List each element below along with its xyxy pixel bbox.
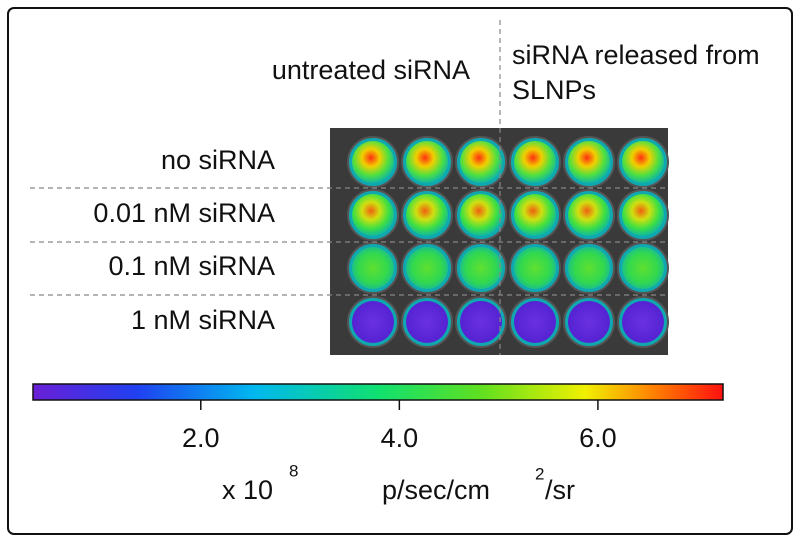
well [568,301,610,343]
well [568,194,610,236]
tick-label: 4.0 [381,423,419,453]
well [352,247,394,289]
well [568,247,610,289]
tick-label: 6.0 [579,423,617,453]
unit: p/sec/cm [382,475,490,505]
well [352,301,394,343]
colorbar [32,383,724,401]
well [406,194,448,236]
unit-suffix: /sr [545,475,575,505]
frame [7,7,793,535]
well [406,141,448,183]
row-label: no siRNA [161,145,275,175]
row-label: 0.1 nM siRNA [108,251,275,281]
well [460,301,502,343]
well [514,301,556,343]
well [460,247,502,289]
well [622,247,664,289]
well [514,194,556,236]
row-label: 0.01 nM siRNA [93,198,275,228]
multiplier: x 10 [222,475,273,505]
well [406,247,448,289]
column-header: untreated siRNA [272,55,470,85]
column-header-box: siRNA released from SLNPs [512,40,760,105]
row-label: 1 nM siRNA [131,305,275,335]
well [406,301,448,343]
well [622,194,664,236]
wells [347,136,669,348]
well [622,301,664,343]
unit-exponent: 2 [535,464,544,483]
well [352,194,394,236]
well [514,141,556,183]
well [460,141,502,183]
column-header: siRNA released from SLNPs [512,40,760,105]
exponent: 8 [289,461,298,480]
well [514,247,556,289]
well [460,194,502,236]
well [568,141,610,183]
well [622,141,664,183]
well [352,141,394,183]
tick-label: 2.0 [182,423,220,453]
